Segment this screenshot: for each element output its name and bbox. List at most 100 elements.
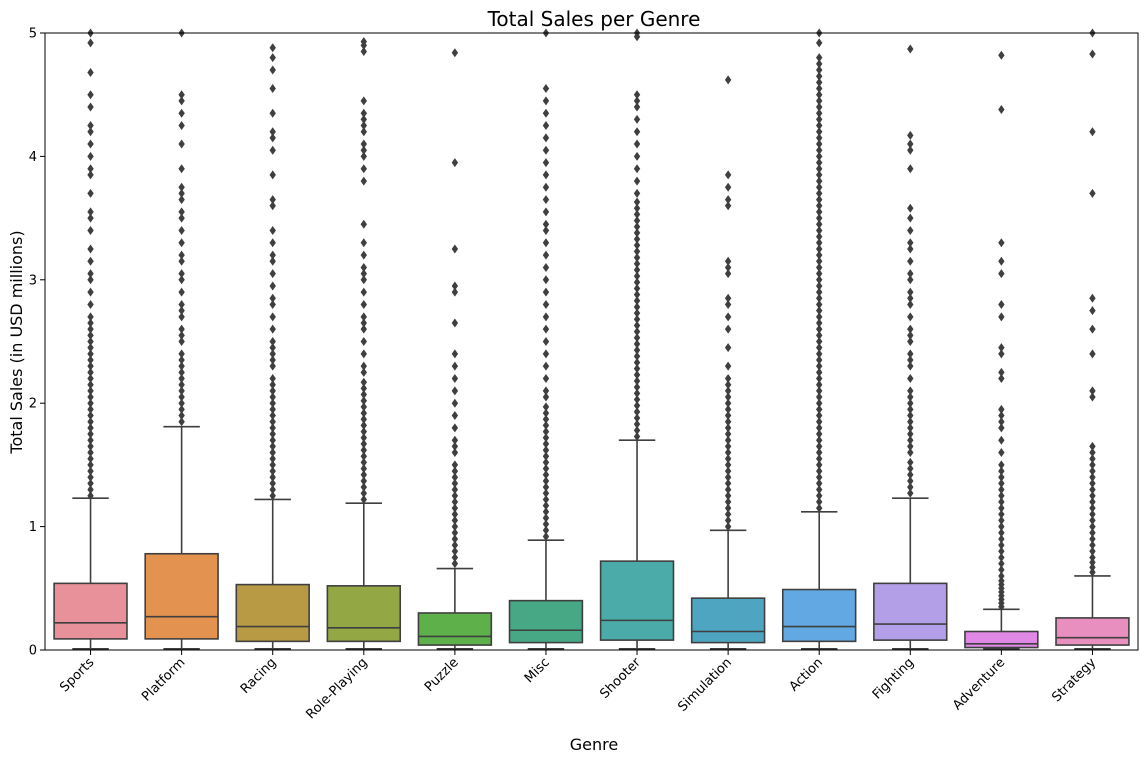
x-tick-label: Puzzle [422, 655, 462, 695]
outlier-point [1089, 127, 1096, 137]
outlier-point [269, 491, 276, 501]
outlier-point [360, 482, 367, 492]
y-tick-label: 3 [29, 273, 37, 288]
outlier-point [269, 404, 276, 414]
outlier-point [269, 250, 276, 260]
outlier-point [178, 90, 185, 100]
outlier-point [542, 507, 550, 517]
outlier-point [816, 176, 823, 186]
outlier-point [360, 445, 367, 455]
outlier-point [724, 293, 732, 303]
outlier-point [87, 38, 94, 48]
outlier-point [178, 269, 185, 279]
outlier-point [269, 478, 276, 488]
outlier-point [360, 47, 367, 57]
outlier-point [451, 528, 459, 538]
outlier-point [87, 139, 94, 149]
outlier-point [178, 121, 185, 131]
outlier-point [360, 390, 367, 400]
outlier-point [269, 281, 276, 291]
outlier-point [633, 357, 641, 367]
outlier-point [451, 281, 459, 291]
outlier-point [360, 420, 367, 430]
outlier-point [87, 349, 94, 359]
outlier-point [816, 195, 823, 205]
outlier-point [816, 170, 823, 180]
outlier-point [907, 488, 914, 498]
outlier-point [87, 343, 94, 353]
outlier-point [269, 43, 276, 53]
outlier-point [360, 312, 367, 322]
outlier-point [816, 343, 823, 353]
outlier-point [542, 238, 550, 248]
outlier-point [998, 238, 1005, 248]
outlier-point [816, 306, 823, 316]
outlier-point [178, 367, 185, 377]
outlier-point [542, 392, 550, 402]
outlier-point [360, 367, 367, 377]
outlier-point [178, 386, 185, 396]
outlier-point [451, 472, 459, 482]
outlier-point [816, 330, 823, 340]
outlier-point [542, 513, 550, 523]
outlier-point [360, 262, 367, 272]
outlier-point [816, 158, 823, 168]
outlier-point [1089, 557, 1096, 567]
outlier-point [542, 108, 550, 118]
outlier-point [998, 374, 1005, 384]
outlier-point [360, 377, 367, 387]
outlier-point [816, 491, 823, 501]
outlier-point [724, 515, 732, 525]
outlier-point [360, 96, 367, 106]
outlier-point [87, 102, 94, 112]
outlier-point [633, 283, 641, 293]
outlier-point [360, 250, 367, 260]
outlier-point [816, 201, 823, 211]
outlier-point [451, 411, 459, 421]
outlier-point [633, 320, 641, 330]
outlier-point [542, 494, 550, 504]
outlier-point [87, 491, 94, 501]
outlier-point [87, 448, 94, 458]
outlier-point [998, 522, 1005, 532]
outlier-point [542, 374, 550, 384]
outlier-point [451, 448, 459, 458]
outlier-point [360, 427, 367, 437]
outlier-point [269, 65, 276, 75]
outlier-point [269, 386, 276, 396]
outlier-point [998, 417, 1005, 427]
outlier-point [542, 195, 550, 205]
outlier-point [633, 114, 641, 124]
outlier-point [1089, 528, 1096, 538]
outlier-point [1089, 478, 1096, 488]
outlier-point [542, 386, 550, 396]
outlier-point [907, 324, 914, 334]
outlier-point [816, 318, 823, 328]
iqr-box [690, 597, 766, 644]
outlier-point [1089, 466, 1096, 476]
outlier-point [87, 386, 94, 396]
outlier-point [178, 349, 185, 359]
outlier-point [178, 139, 185, 149]
outlier-point [451, 515, 459, 525]
outlier-point [360, 287, 367, 297]
iqr-box [873, 582, 948, 641]
outlier-point [907, 435, 914, 445]
outlier-point [816, 398, 823, 408]
outlier-point [269, 145, 276, 155]
outlier-point [816, 145, 823, 155]
outlier-point [724, 386, 732, 396]
outlier-point [360, 337, 367, 346]
outlier-point [360, 396, 367, 406]
outlier-point [816, 133, 823, 143]
outlier-point [724, 404, 732, 414]
y-tick-label: 2 [29, 397, 37, 412]
outlier-point [360, 269, 367, 279]
outlier-point [816, 441, 823, 451]
box-simulation [690, 75, 766, 650]
outlier-point [816, 293, 823, 303]
outlier-point [1089, 306, 1096, 316]
outlier-point [724, 75, 732, 85]
outlier-point [178, 299, 185, 309]
outlier-point [269, 299, 276, 309]
